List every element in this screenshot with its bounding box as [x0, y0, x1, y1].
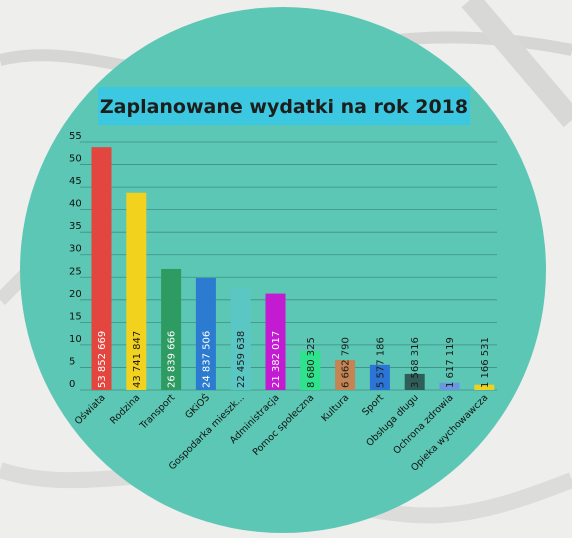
value-label: 5 577 186 — [375, 337, 386, 388]
bar — [369, 364, 390, 390]
bar — [265, 293, 286, 390]
bar — [161, 268, 182, 390]
value-label: 6 662 790 — [341, 337, 352, 388]
value-label: 8 680 325 — [306, 337, 317, 388]
y-tick-label: 20 — [69, 289, 82, 300]
bar — [91, 147, 112, 390]
bar — [439, 382, 460, 390]
gridlines — [80, 141, 497, 391]
value-label: 1 166 531 — [480, 337, 491, 388]
y-tick-label: 10 — [69, 334, 82, 345]
bar — [404, 373, 425, 390]
y-tick-label: 50 — [69, 154, 82, 165]
y-tick-label: 15 — [69, 311, 82, 322]
value-label: 22 459 638 — [236, 331, 247, 388]
y-tick-label: 40 — [69, 199, 82, 210]
value-label: 21 382 017 — [271, 331, 282, 388]
y-tick-label: 0 — [69, 379, 75, 390]
y-tick-label: 25 — [69, 266, 82, 277]
value-label: 53 852 669 — [97, 331, 108, 388]
y-tick-label: 35 — [69, 221, 82, 232]
y-tick-label: 30 — [69, 244, 82, 255]
y-axis-ticks: 0 5 10 15 20 25 30 35 40 45 50 55 — [69, 131, 82, 390]
bar — [230, 288, 251, 390]
bar — [335, 359, 356, 390]
bar — [195, 278, 216, 390]
bar — [300, 350, 321, 390]
value-label: 24 837 506 — [201, 331, 212, 388]
bars — [91, 147, 495, 390]
title-box — [98, 87, 470, 125]
chart-title: Zaplanowane wydatki na rok 2018 — [100, 96, 468, 118]
y-tick-label: 45 — [69, 176, 82, 187]
value-label: 1 617 119 — [445, 337, 456, 388]
value-label: 26 839 666 — [167, 331, 178, 388]
value-labels: 53 852 669 43 741 847 26 839 666 24 837 506… — [97, 331, 491, 388]
value-label: 3 568 316 — [410, 337, 421, 388]
y-tick-label: 55 — [69, 131, 82, 142]
bar — [126, 192, 147, 390]
teal-circle-background — [20, 7, 546, 533]
y-tick-label: 5 — [69, 356, 75, 367]
value-label: 43 741 847 — [132, 331, 143, 388]
bar — [474, 384, 495, 390]
